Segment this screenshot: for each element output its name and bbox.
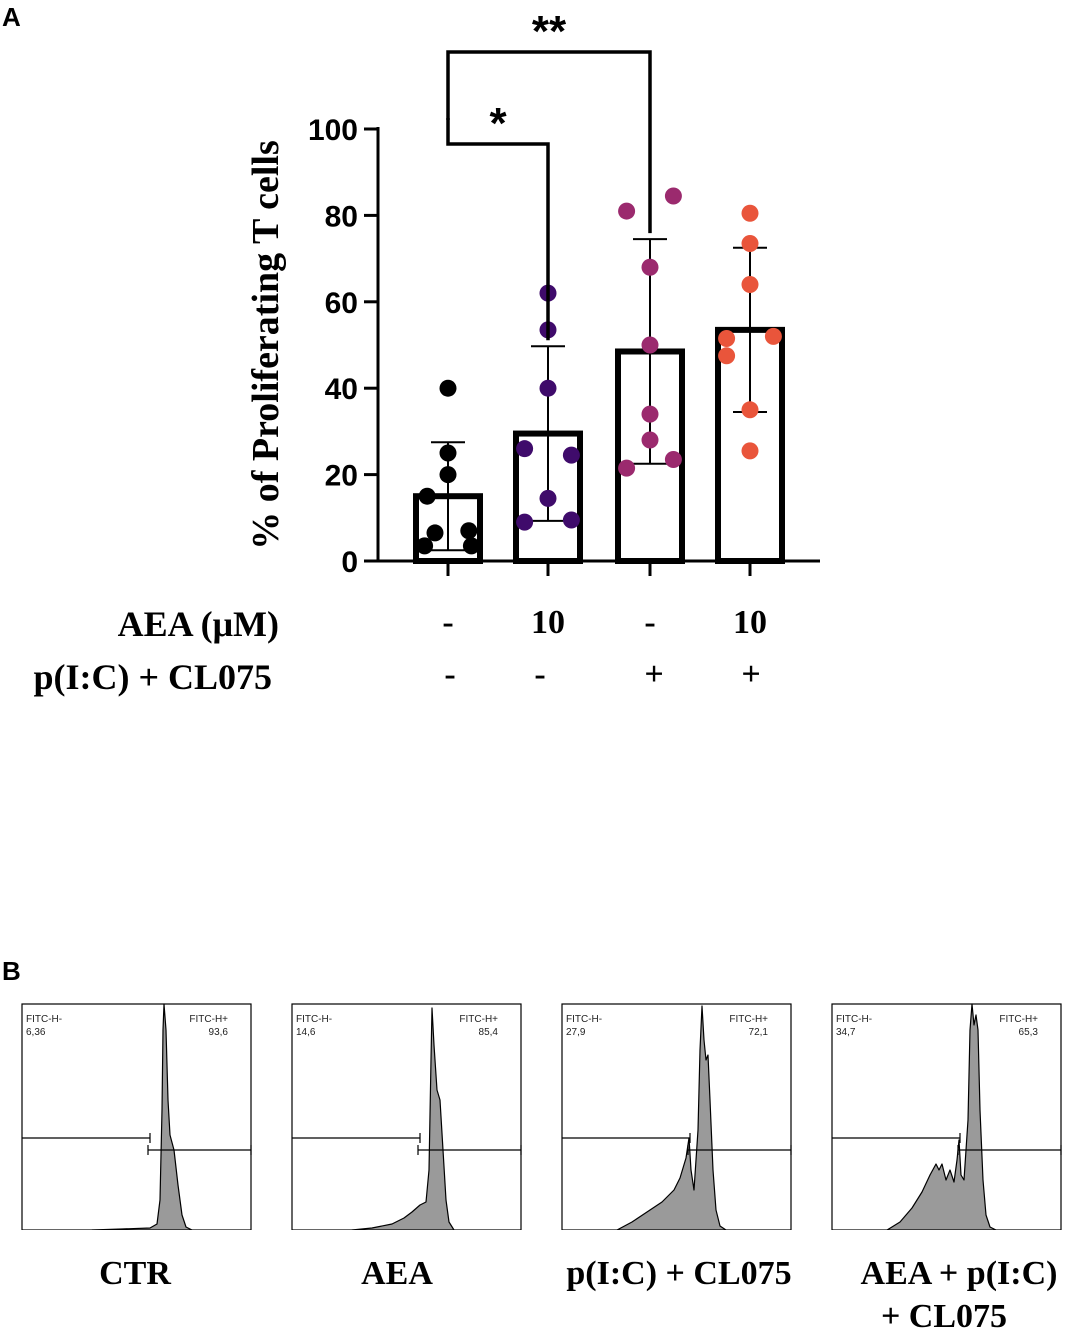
y-tick-label-20: 20: [325, 460, 358, 493]
y-tick-label-40: 40: [325, 373, 358, 406]
tlr-row-label: p(I:C) + CL075: [33, 657, 272, 697]
aea-value-3: -: [644, 604, 656, 641]
aea-value-4: 10: [733, 604, 767, 641]
tlr-value-1: -: [444, 656, 456, 693]
y-tick-label-80: 80: [325, 200, 358, 233]
data-point-3-8: [618, 459, 636, 477]
data-point-1-1: [439, 379, 457, 397]
tlr-value-3: +: [644, 656, 664, 693]
aea-value-2: 10: [531, 604, 565, 641]
data-point-2-3: [539, 379, 557, 397]
data-point-2-8: [516, 513, 534, 531]
data-point-2-7: [562, 511, 580, 529]
data-point-1-8: [462, 537, 480, 555]
data-point-1-7: [416, 537, 434, 555]
data-point-4-2: [741, 234, 759, 252]
hist-label-ctr: CTR: [99, 1255, 171, 1292]
data-point-4-8: [741, 442, 759, 460]
histogram-frame-aea: [291, 1003, 522, 1230]
data-point-4-4: [764, 327, 782, 345]
gate-pos-combo: FITC-H+ 65,3: [999, 1014, 1038, 1038]
data-point-3-1: [664, 187, 682, 205]
data-point-2-5: [562, 446, 580, 464]
histogram-curve-aea: [351, 1007, 455, 1230]
gate-pos-aea: FITC-H+ 85,4: [459, 1014, 498, 1038]
aea-row-label: AEA (μM): [117, 604, 279, 644]
data-point-4-7: [741, 401, 759, 419]
histogram-frame-ctr: [21, 1003, 252, 1230]
gate-neg-tlr: FITC-H- 27,9: [566, 1014, 603, 1038]
hist-label-aea: AEA: [361, 1255, 433, 1292]
data-point-1-2: [439, 444, 457, 462]
histogram-curve-combo: [886, 1003, 997, 1230]
significance-bracket-1: [446, 118, 550, 341]
data-point-1-5: [460, 522, 478, 540]
data-point-1-4: [418, 487, 436, 505]
data-point-1-3: [439, 466, 457, 484]
gate-neg-ctr: FITC-H- 6,36: [26, 1014, 63, 1038]
histogram-curve-tlr: [616, 1005, 727, 1230]
hist-label-combo-line1: AEA + p(I:C): [860, 1255, 1058, 1292]
significance-label-1: *: [489, 99, 507, 148]
panel-a-letter: A: [2, 2, 21, 32]
data-point-4-6: [718, 347, 736, 365]
y-tick-label-60: 60: [325, 287, 358, 320]
aea-value-1: -: [442, 604, 454, 641]
data-point-2-4: [516, 440, 534, 458]
hist-label-tlr: p(I:C) + CL075: [566, 1255, 792, 1292]
data-point-3-6: [641, 431, 659, 449]
y-tick-label-100: 100: [308, 114, 358, 147]
y-axis-label: % of Proliferating T cells: [245, 140, 287, 550]
gate-pos-tlr: FITC-H+ 72,1: [729, 1014, 768, 1038]
gate-pos-ctr: FITC-H+ 93,6: [189, 1014, 228, 1038]
data-point-3-2: [618, 202, 636, 220]
data-point-3-5: [641, 405, 659, 423]
significance-bracket-2: [446, 50, 652, 234]
histogram-curve-ctr: [91, 1003, 193, 1230]
data-point-3-7: [664, 450, 682, 468]
data-point-4-3: [741, 276, 759, 294]
data-point-2-6: [539, 489, 557, 507]
gate-neg-combo: FITC-H- 34,7: [836, 1014, 873, 1038]
data-point-3-3: [641, 258, 659, 276]
data-point-4-5: [718, 330, 736, 348]
tlr-value-2: -: [534, 656, 546, 693]
data-point-1-6: [426, 524, 444, 542]
y-tick-label-0: 0: [341, 546, 358, 579]
hist-label-combo-line2: + CL075: [880, 1298, 1008, 1335]
gate-neg-aea: FITC-H- 14,6: [296, 1014, 333, 1038]
data-point-4-1: [741, 204, 759, 222]
tlr-value-4: +: [741, 656, 761, 693]
histogram-panels: [21, 1003, 1062, 1230]
significance-label-2: **: [532, 7, 567, 56]
data-point-3-4: [641, 336, 659, 354]
panel-b-letter: B: [2, 956, 21, 986]
